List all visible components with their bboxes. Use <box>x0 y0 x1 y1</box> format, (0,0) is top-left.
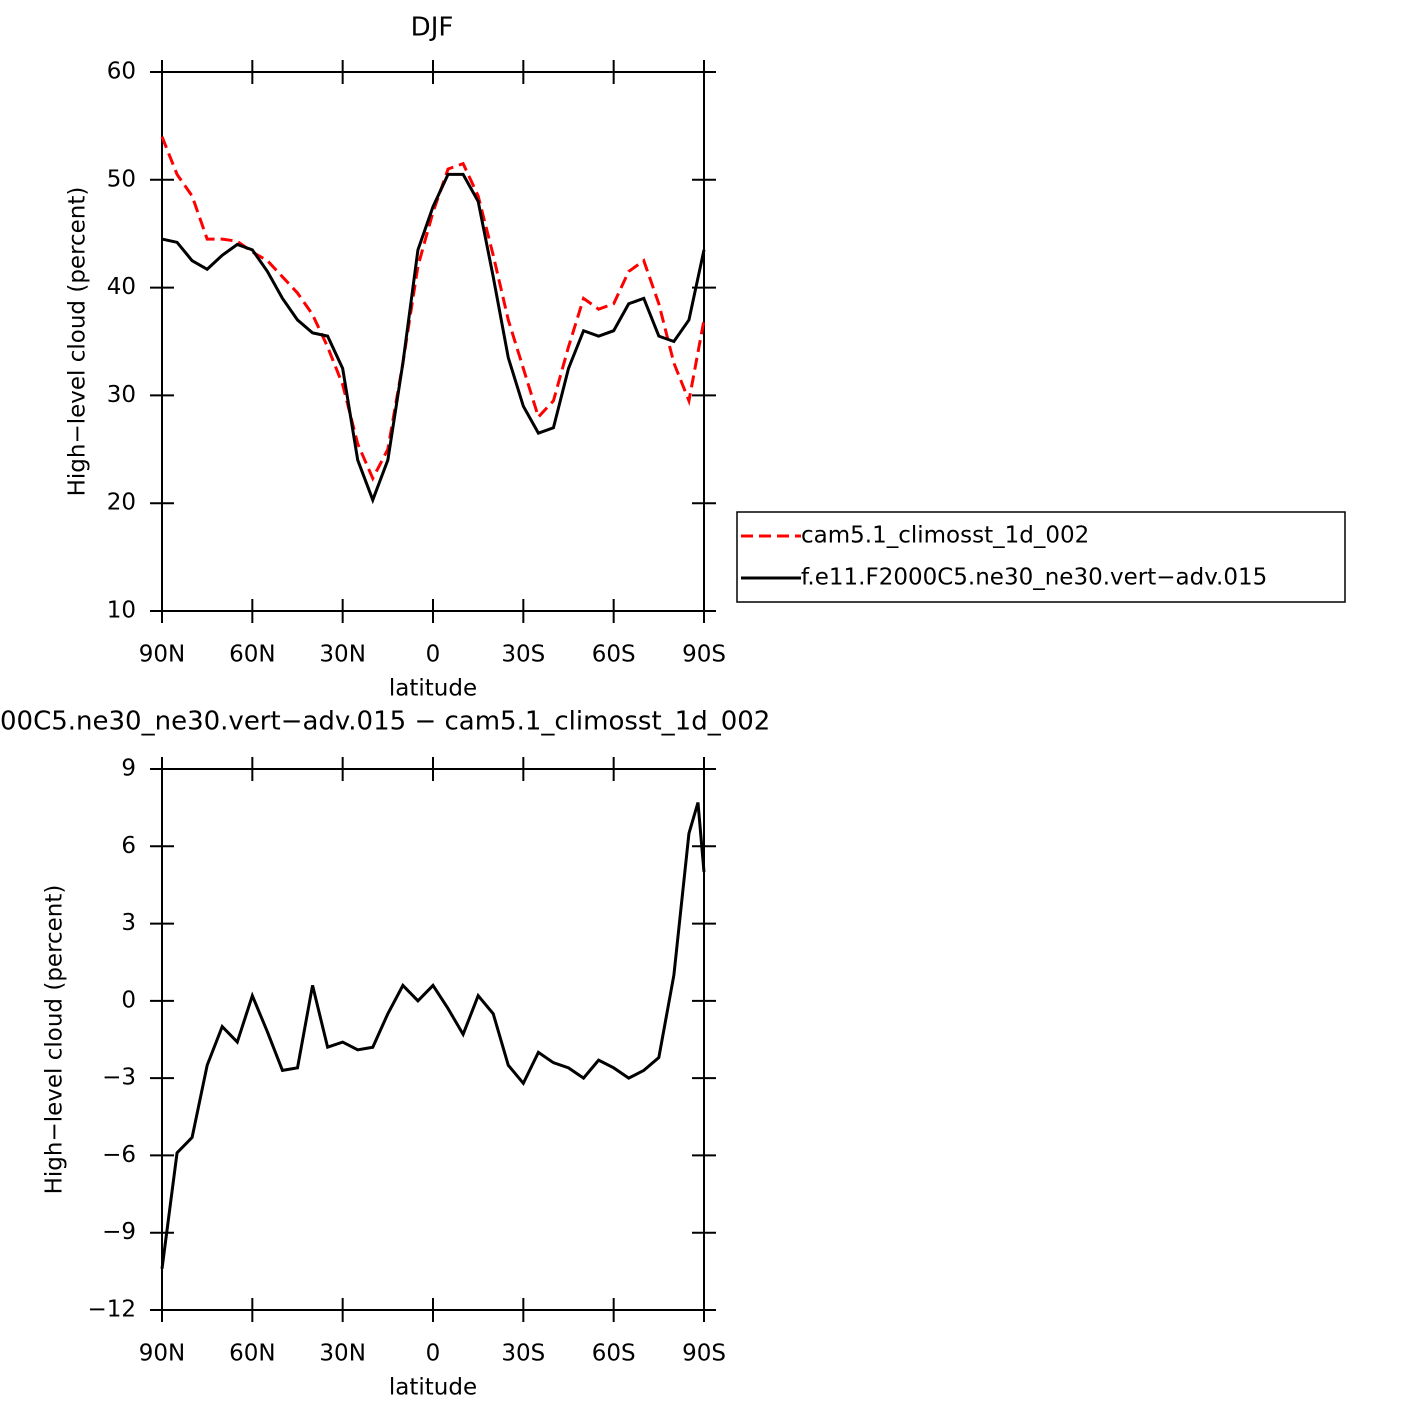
y-tick-label: −9 <box>102 1219 136 1245</box>
y-axis-label: High−level cloud (percent) <box>65 187 91 497</box>
y-tick-label: 6 <box>121 833 136 859</box>
y-tick-label: 50 <box>107 166 136 192</box>
y-tick-label: 3 <box>121 910 136 936</box>
y-tick-label: −6 <box>102 1142 136 1168</box>
x-tick-label: 90N <box>139 642 185 668</box>
x-tick-label: 30N <box>319 642 365 668</box>
y-tick-label: 40 <box>107 274 136 300</box>
chart-title: DJF <box>411 13 454 43</box>
series-line <box>161 172 706 505</box>
x-tick-label: 90S <box>682 642 726 668</box>
y-tick-label: −12 <box>87 1297 136 1323</box>
x-tick-label: 60N <box>229 642 275 668</box>
legend-label: f.e11.F2000C5.ne30_ne30.vert−adv.015 <box>801 565 1267 591</box>
y-tick-label: 20 <box>107 490 136 516</box>
x-tick-label: 30N <box>319 1341 365 1367</box>
legend-box <box>736 511 1346 603</box>
x-tick-label: 0 <box>426 642 441 668</box>
series-line <box>160 136 706 482</box>
x-tick-label: 30S <box>501 642 545 668</box>
plot-frame <box>161 768 705 1311</box>
plot-frame <box>161 71 705 612</box>
x-tick-label: 60S <box>592 642 636 668</box>
y-tick-label: −3 <box>102 1065 136 1091</box>
legend-label: cam5.1_climosst_1d_002 <box>801 523 1089 549</box>
x-tick-label: 60S <box>592 1341 636 1367</box>
y-tick-label: 0 <box>121 987 136 1013</box>
x-tick-label: 90N <box>139 1341 185 1367</box>
chart-title: 00C5.ne30_ne30.vert−adv.015 − cam5.1_cli… <box>0 707 770 737</box>
y-axis-label: High−level cloud (percent) <box>42 885 68 1195</box>
y-tick-label: 30 <box>107 382 136 408</box>
series-line <box>160 802 706 1269</box>
y-tick-label: 9 <box>121 756 136 782</box>
y-tick-label: 10 <box>107 598 136 624</box>
x-axis-label: latitude <box>389 1375 477 1401</box>
x-axis-label: latitude <box>389 676 477 702</box>
x-tick-label: 30S <box>501 1341 545 1367</box>
x-tick-label: 0 <box>426 1341 441 1367</box>
y-tick-label: 60 <box>107 59 136 85</box>
x-tick-label: 90S <box>682 1341 726 1367</box>
x-tick-label: 60N <box>229 1341 275 1367</box>
